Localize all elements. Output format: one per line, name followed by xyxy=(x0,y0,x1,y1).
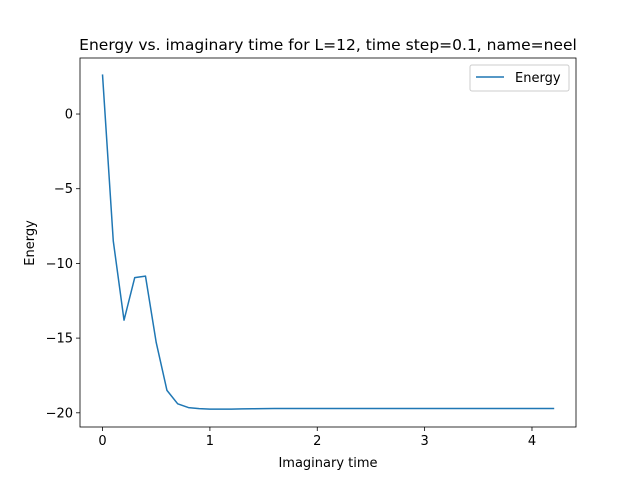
series-layer xyxy=(101,74,555,410)
y-tick-label: −5 xyxy=(54,182,73,197)
x-axis-label: Imaginary time xyxy=(278,456,377,471)
x-tick-label: 3 xyxy=(420,434,428,449)
y-tick-label: −20 xyxy=(46,406,73,421)
y-axis-ticks: 0 −5 −10 −15 −20 xyxy=(46,108,80,421)
y-tick-label: −10 xyxy=(46,257,73,272)
y-tick-label: −15 xyxy=(46,332,73,347)
y-axis-label: Energy xyxy=(23,220,38,266)
x-tick-label: 4 xyxy=(528,434,536,449)
x-tick-label: 2 xyxy=(313,434,321,449)
x-axis-ticks: 0 1 2 3 4 xyxy=(98,427,536,449)
chart-title: Energy vs. imaginary time for L=12, time… xyxy=(79,36,577,54)
x-tick-label: 0 xyxy=(98,434,106,449)
plot-area xyxy=(80,58,576,427)
x-tick-label: 1 xyxy=(206,434,214,449)
legend-box xyxy=(469,64,570,92)
axes-frame xyxy=(79,57,577,428)
y-tick-label: 0 xyxy=(65,108,73,123)
legend: Energy xyxy=(469,64,570,92)
energy-series-line xyxy=(101,74,555,410)
legend-label: Energy xyxy=(515,71,561,86)
